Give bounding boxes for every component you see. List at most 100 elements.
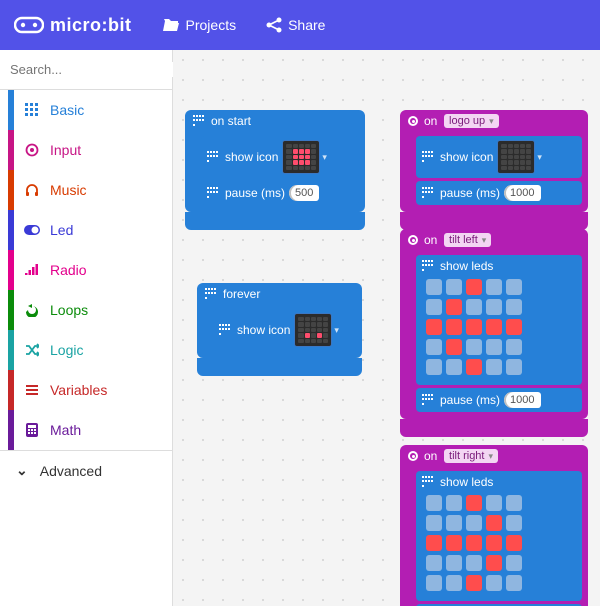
led-cell[interactable]: [426, 339, 442, 355]
event-dropdown[interactable]: tilt left: [444, 233, 491, 247]
led-cell[interactable]: [446, 339, 462, 355]
led-cell[interactable]: [446, 555, 462, 571]
led-cell[interactable]: [506, 299, 522, 315]
block-forever[interactable]: forever show icon ▾: [197, 283, 362, 376]
category-color-bar: [8, 330, 14, 370]
event-dropdown[interactable]: tilt right: [444, 449, 498, 463]
led-cell[interactable]: [486, 279, 502, 295]
led-cell[interactable]: [506, 359, 522, 375]
led-cell[interactable]: [506, 319, 522, 335]
category-loops[interactable]: Loops: [0, 290, 172, 330]
led-cell[interactable]: [446, 495, 462, 511]
projects-link[interactable]: Projects: [162, 17, 237, 33]
led-cell[interactable]: [446, 515, 462, 531]
dropdown-arrow-icon[interactable]: ▾: [537, 152, 542, 163]
hat-header[interactable]: on logo up: [400, 110, 588, 132]
led-cell[interactable]: [466, 535, 482, 551]
led-cell[interactable]: [466, 575, 482, 591]
pause-block[interactable]: pause (ms) 1000: [416, 388, 582, 412]
category-input[interactable]: Input: [0, 130, 172, 170]
brand-text: micro:bit: [50, 15, 132, 36]
show-icon-block[interactable]: show icon ▾: [416, 136, 582, 178]
led-cell[interactable]: [486, 495, 502, 511]
led-grid[interactable]: [422, 489, 526, 597]
block-on-tilt-left[interactable]: on tilt left show leds pause (ms) 1000: [400, 229, 588, 437]
led-cell[interactable]: [486, 319, 502, 335]
led-cell[interactable]: [426, 279, 442, 295]
led-cell[interactable]: [446, 535, 462, 551]
led-cell[interactable]: [506, 535, 522, 551]
target-icon: [24, 143, 40, 157]
show-leds-block[interactable]: show leds: [416, 471, 582, 601]
led-cell[interactable]: [506, 495, 522, 511]
led-cell[interactable]: [426, 319, 442, 335]
led-cell[interactable]: [446, 299, 462, 315]
advanced-toggle[interactable]: ⌄ Advanced: [0, 450, 172, 490]
led-cell[interactable]: [426, 299, 442, 315]
led-cell[interactable]: [426, 359, 442, 375]
led-cell[interactable]: [486, 339, 502, 355]
category-math[interactable]: Math: [0, 410, 172, 450]
block-on-start[interactable]: on start show icon ▾ pause (ms) 500: [185, 110, 365, 230]
led-cell[interactable]: [446, 575, 462, 591]
led-cell[interactable]: [506, 279, 522, 295]
hat-header[interactable]: on start: [185, 110, 365, 132]
led-cell[interactable]: [466, 339, 482, 355]
hat-header[interactable]: on tilt right: [400, 445, 588, 467]
brand-logo[interactable]: micro:bit: [14, 15, 132, 36]
show-leds-block[interactable]: show leds: [416, 255, 582, 385]
led-cell[interactable]: [446, 359, 462, 375]
led-cell[interactable]: [466, 555, 482, 571]
hat-header[interactable]: on tilt left: [400, 229, 588, 251]
led-cell[interactable]: [466, 495, 482, 511]
led-grid[interactable]: [422, 273, 526, 381]
category-variables[interactable]: Variables: [0, 370, 172, 410]
pause-value[interactable]: 1000: [504, 185, 540, 201]
led-cell[interactable]: [446, 279, 462, 295]
pause-value[interactable]: 500: [289, 185, 319, 201]
search-input[interactable]: [10, 62, 186, 77]
category-basic[interactable]: Basic: [0, 90, 172, 130]
pause-value[interactable]: 1000: [504, 392, 540, 408]
category-logic[interactable]: Logic: [0, 330, 172, 370]
block-workspace[interactable]: on start show icon ▾ pause (ms) 500 fore…: [173, 50, 600, 606]
grid-icon: [422, 394, 434, 406]
led-cell[interactable]: [426, 575, 442, 591]
category-led[interactable]: Led: [0, 210, 172, 250]
led-cell[interactable]: [506, 339, 522, 355]
pause-block[interactable]: pause (ms) 1000: [416, 181, 582, 205]
event-dropdown[interactable]: logo up: [444, 114, 499, 128]
search-box[interactable]: [0, 50, 172, 90]
led-cell[interactable]: [466, 279, 482, 295]
category-music[interactable]: Music: [0, 170, 172, 210]
led-cell[interactable]: [486, 555, 502, 571]
led-cell[interactable]: [426, 555, 442, 571]
hat-header[interactable]: forever: [197, 283, 362, 305]
led-cell[interactable]: [426, 535, 442, 551]
led-cell[interactable]: [506, 575, 522, 591]
led-cell[interactable]: [466, 319, 482, 335]
block-on-tilt-right[interactable]: on tilt right show leds pause (ms) 1000: [400, 445, 588, 606]
hat-footer: [185, 212, 365, 230]
show-icon-block[interactable]: show icon ▾: [213, 309, 356, 351]
category-radio[interactable]: Radio: [0, 250, 172, 290]
led-cell[interactable]: [466, 299, 482, 315]
led-cell[interactable]: [486, 359, 502, 375]
led-cell[interactable]: [446, 319, 462, 335]
share-link[interactable]: Share: [266, 17, 325, 33]
led-cell[interactable]: [486, 575, 502, 591]
show-icon-block[interactable]: show icon ▾: [201, 136, 359, 178]
dropdown-arrow-icon[interactable]: ▾: [322, 152, 327, 163]
led-cell[interactable]: [466, 515, 482, 531]
pause-block[interactable]: pause (ms) 500: [201, 181, 359, 205]
block-on-logo-up[interactable]: on logo up show icon ▾ pause (ms) 1000: [400, 110, 588, 230]
led-cell[interactable]: [486, 535, 502, 551]
led-cell[interactable]: [486, 515, 502, 531]
led-cell[interactable]: [506, 515, 522, 531]
led-cell[interactable]: [486, 299, 502, 315]
led-cell[interactable]: [506, 555, 522, 571]
led-cell[interactable]: [466, 359, 482, 375]
led-cell[interactable]: [426, 515, 442, 531]
led-cell[interactable]: [426, 495, 442, 511]
dropdown-arrow-icon[interactable]: ▾: [334, 325, 339, 336]
